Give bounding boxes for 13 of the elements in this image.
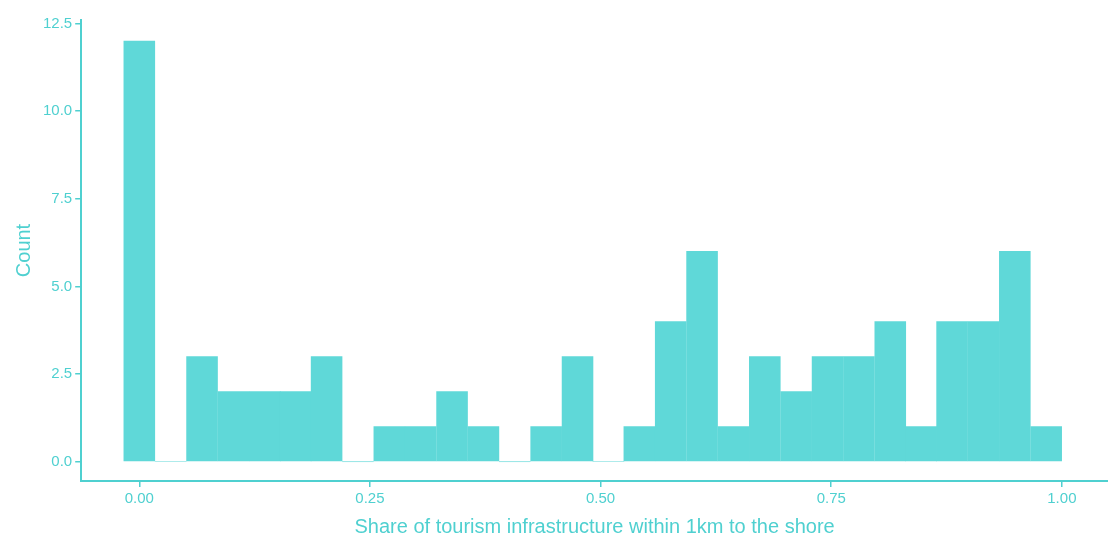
y-tick-label: 5.0 xyxy=(51,276,73,294)
x-tick-label: 0.75 xyxy=(816,489,846,507)
y-tick-label: 10.0 xyxy=(42,101,73,119)
y-tick-label: 0.0 xyxy=(51,451,73,469)
y-axis-title: Count xyxy=(11,223,34,278)
y-tick-label: 2.5 xyxy=(51,364,73,382)
y-tick-label: 12.5 xyxy=(42,13,73,31)
x-tick-label: 0.50 xyxy=(585,489,616,507)
y-tick-label: 7.5 xyxy=(51,188,73,206)
x-axis-title: Share of tourism infrastructure within 1km to the shore xyxy=(354,514,835,537)
x-tick-label: 1.00 xyxy=(1047,489,1077,507)
x-tick-label: 0.00 xyxy=(124,489,154,507)
x-tick-label: 0.25 xyxy=(355,489,385,507)
